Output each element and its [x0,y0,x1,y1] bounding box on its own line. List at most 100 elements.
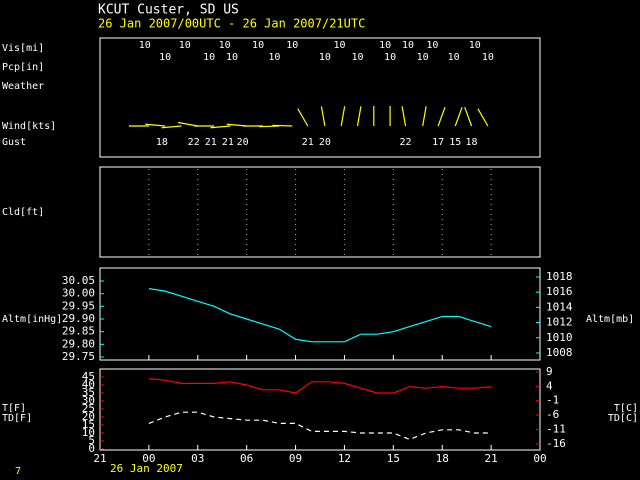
vis-value: 10 [417,52,429,63]
y2-tick-label: -6 [546,408,559,421]
vis-value: 10 [268,52,280,63]
y-tick-label: 5 [88,434,95,447]
y2-tick-label: 1010 [546,331,573,344]
row-label: Gust [2,137,26,148]
vis-value: 10 [179,40,191,51]
vis-value: 10 [402,40,414,51]
wind-stick [454,107,463,127]
vis-value: 10 [426,40,438,51]
wind-stick [437,107,446,127]
y2-label: TD[C] [608,413,638,424]
x-tick-label: 12 [338,452,351,465]
temperature-panel [99,368,541,451]
x-tick-label: 21 [484,452,497,465]
x-tick-label: 03 [191,452,204,465]
vis-value: 10 [379,40,391,51]
gust-value: 20 [319,137,331,148]
y-tick-label: 45 [82,370,95,383]
vis-value: 10 [448,52,460,63]
vis-value: 10 [482,52,494,63]
y2-tick-label: 1016 [546,285,573,298]
wind-stick [259,125,280,128]
y2-tick-label: 9 [546,365,553,378]
y-tick-label: 30.00 [62,287,95,300]
gust-value: 18 [156,137,168,148]
y-tick-label: 29.95 [62,299,95,312]
wind-stick [422,106,427,127]
gust-value: 21 [222,137,234,148]
y-tick-label: 30 [82,394,95,407]
gust-value: 17 [432,137,444,148]
row-label: Wind[kts] [2,121,56,132]
wind-stick [401,106,407,127]
wind-stick [356,106,362,127]
title: KCUT Custer, SD US [98,3,239,18]
subtitle: 26 Jan 2007/00UTC - 26 Jan 2007/21UTC [98,17,365,31]
x-tick-label: 18 [436,452,449,465]
y-tick-label: 25 [82,402,95,415]
gust-value: 15 [449,137,461,148]
vis-value: 10 [319,52,331,63]
vis-value: 10 [139,40,151,51]
altimeter-panel [99,267,541,361]
y-tick-label: 35 [82,386,95,399]
y-label: Altm[inHg] [2,314,62,325]
y2-label: Altm[mb] [586,314,634,325]
vis-value: 10 [351,52,363,63]
vis-value: 10 [469,40,481,51]
row-label: Vis[mi] [2,43,44,54]
y-label: TD[F] [2,413,32,424]
gust-value: 20 [237,137,249,148]
series-line [148,411,492,441]
y2-tick-label: 4 [546,379,553,392]
vis-value: 10 [252,40,264,51]
footer-number: 7 [15,466,21,477]
wind-stick [297,108,309,127]
y-tick-label: 30.05 [62,274,95,287]
y-tick-label: 29.80 [62,337,95,350]
gust-value: 21 [302,137,314,148]
y-tick-label: 29.75 [62,350,95,363]
row-label: Cld[ft] [2,207,44,218]
y-tick-label: 29.90 [62,312,95,325]
series-line [148,378,492,394]
obs-panel [99,37,541,158]
y2-tick-label: 1008 [546,346,573,359]
wind-stick [272,124,293,127]
vis-value: 10 [226,52,238,63]
wind-stick [145,123,166,127]
y-tick-label: 0 [88,442,95,455]
x-tick-label: 00 [142,452,155,465]
wind-stick [340,106,346,127]
vis-value: 10 [219,40,231,51]
gust-value: 18 [466,137,478,148]
vis-value: 10 [334,40,346,51]
y2-tick-label: -16 [546,437,566,450]
date-label: 26 Jan 2007 [110,462,183,475]
x-tick-label: 06 [240,452,253,465]
wind-stick [464,107,473,127]
x-tick-label: 00 [533,452,546,465]
row-label: Pcp[in] [2,62,44,73]
row-label: Weather [2,81,44,92]
gust-value: 22 [400,137,412,148]
series-line [148,288,492,343]
vis-value: 10 [384,52,396,63]
y2-label: T[C] [614,403,638,414]
vis-value: 10 [203,52,215,63]
y2-tick-label: -1 [546,394,559,407]
gust-value: 21 [205,137,217,148]
wind-stick [320,106,326,127]
y-tick-label: 40 [82,378,95,391]
vis-value: 10 [159,52,171,63]
y-tick-label: 29.85 [62,325,95,338]
y2-tick-label: 1014 [546,300,573,313]
wind-stick [210,125,231,129]
gust-value: 22 [188,137,200,148]
y2-tick-label: 1012 [546,316,573,329]
y2-tick-label: 1018 [546,270,573,283]
y-tick-label: 20 [82,410,95,423]
cloud-panel [99,166,541,258]
x-tick-label: 15 [387,452,400,465]
